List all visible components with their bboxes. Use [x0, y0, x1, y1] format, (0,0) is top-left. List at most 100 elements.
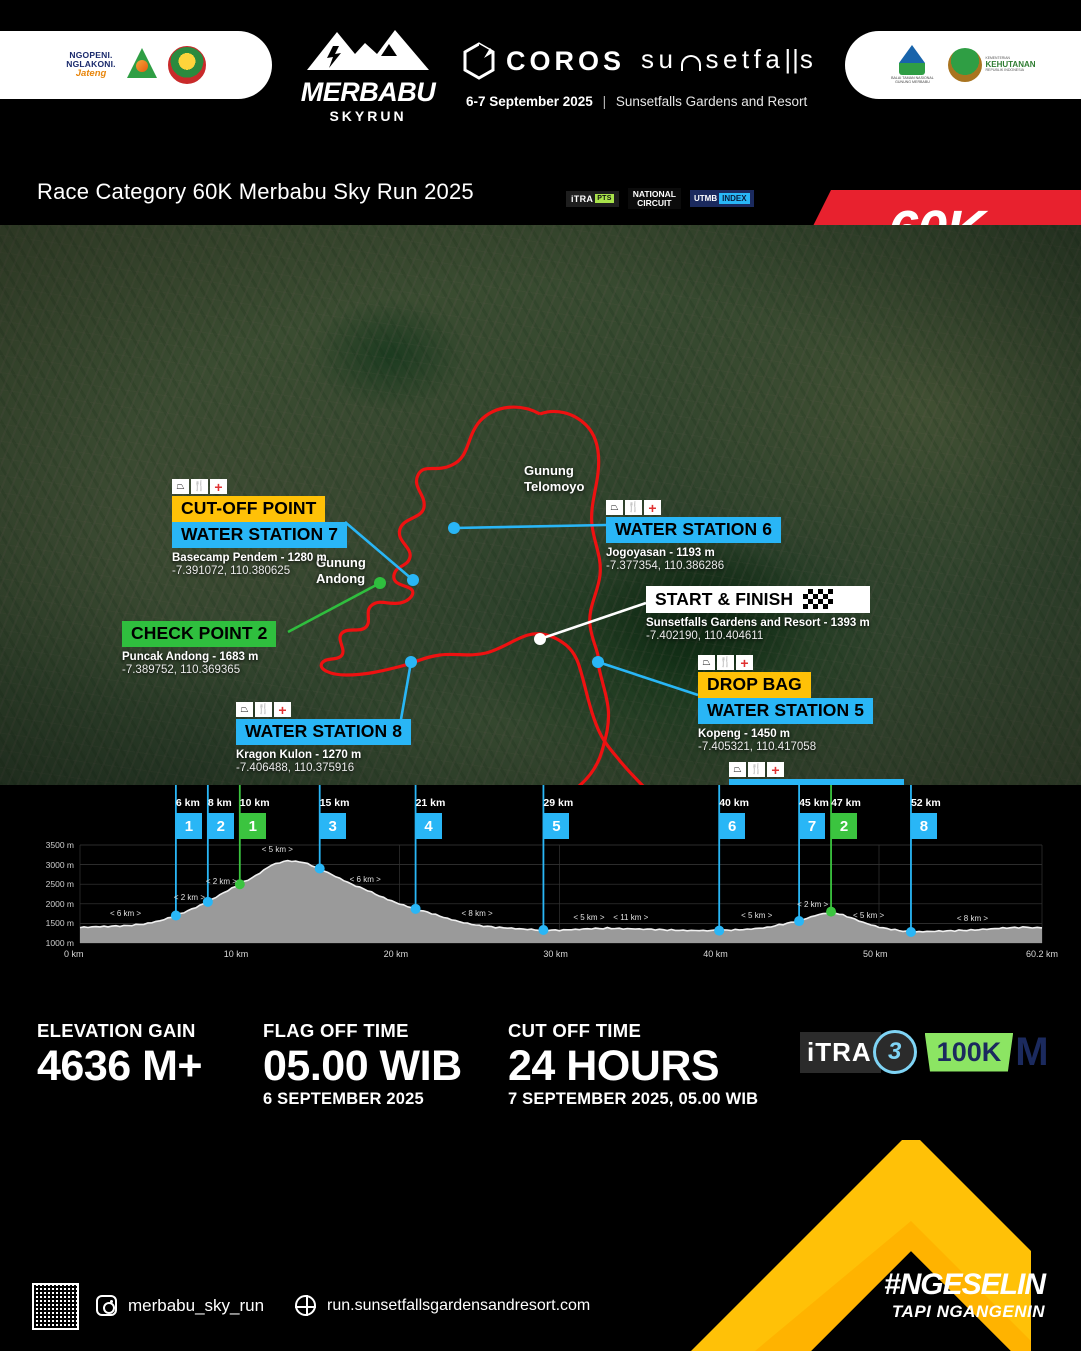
segment-distance-label-5: < 8 km >	[461, 909, 493, 919]
elevation-marker-flag-7[interactable]: 7	[799, 813, 826, 839]
map-point-name-ws6: Jogoyasan - 1193 m	[606, 546, 715, 559]
map-bar-ws8-0: WATER STATION 8	[236, 719, 412, 745]
map-label-ws8: ⏢ 🍴 + WATER STATION 8 Kragon Kulon - 1270 m-…	[236, 702, 412, 774]
marker-dot-3	[314, 863, 325, 874]
map-label-ws5: ⏢ 🍴 + DROP BAG WATER STATION 5 Kopeng - 1450 …	[698, 655, 874, 753]
stat-label-cut-off: CUT OFF TIME	[508, 1020, 642, 1041]
mountain-icon	[307, 30, 429, 70]
y-axis-tick: 2000 m	[45, 898, 74, 909]
medical-icon: +	[644, 500, 661, 515]
balai-caption: BALAI TAMAN NASIONAL GUNUNG MERBABU	[891, 76, 934, 84]
brand-name: MERBABU	[300, 77, 436, 107]
ngopeni-line1: NGOPENI.	[69, 50, 113, 61]
elevation-marker-km-1: 8 km	[207, 797, 232, 809]
sunsetfalls-bars: ||	[784, 44, 800, 74]
checkered-flag-icon	[803, 589, 834, 609]
elevation-marker-flag-0[interactable]: 1	[175, 813, 202, 839]
route-nodes	[374, 522, 604, 668]
map-point-coord-ws5: -7.405321, 110.417058	[698, 740, 817, 753]
food-icon: 🍴	[717, 655, 734, 670]
map-bar-ws5-0: DROP BAG	[698, 672, 811, 698]
y-axis-tick: 2500 m	[45, 879, 74, 890]
medical-icon: +	[767, 762, 784, 777]
map-bar-ws5-1: WATER STATION 5	[698, 697, 874, 724]
elevation-marker-flag-9[interactable]: 8	[910, 813, 937, 839]
map-point-coord-ws8: -7.406488, 110.375916	[236, 761, 355, 774]
map-point-coord-sf: -7.402190, 110.404611	[646, 630, 764, 642]
marker-dot-4	[410, 903, 421, 914]
map-label-ws4: ⏢🍴+WATER STATION 4Pemancar - 2335 m-7.44…	[729, 762, 905, 785]
elevation-marker-flag-5[interactable]: 5	[543, 813, 570, 839]
amenity-icons: ⏢ 🍴 +	[172, 479, 347, 494]
x-axis-tick: 50 km	[863, 949, 888, 959]
stat-label-flag-off: FLAG OFF TIME	[263, 1020, 409, 1041]
utmb-m-mark: M	[1015, 1030, 1049, 1074]
sunsetfalls-mid: setfa	[705, 44, 785, 74]
sunsetfalls-arc-icon	[681, 54, 702, 71]
y-axis-tick: 3500 m	[45, 840, 74, 850]
coros-logo: COROS	[462, 42, 625, 80]
website-url-text: run.sunsetfallsgardensandresort.com	[327, 1296, 591, 1314]
elevation-marker-flag-4[interactable]: 4	[415, 813, 442, 839]
instagram-handle[interactable]: merbabu_sky_run	[96, 1295, 264, 1316]
amenity-icons: ⏢ 🍴 +	[236, 702, 411, 717]
page-title: Race Category 60K Merbabu Sky Run 2025	[37, 179, 474, 204]
y-axis-tick: 3000 m	[45, 859, 74, 870]
elevation-marker-km-2: 10 km	[239, 797, 270, 809]
stat-flag-off-time: FLAG OFF TIME 05.00 WIB 6 SEPTEMBER 2025	[263, 1020, 462, 1109]
map-bar-ws4-0: WATER STATION 4	[729, 779, 905, 785]
elevation-marker-flag-3[interactable]: 3	[319, 813, 346, 839]
qr-code[interactable]	[32, 1283, 79, 1330]
elevation-marker-flag-2[interactable]: 1	[239, 813, 266, 839]
route-path-red-branch	[539, 409, 602, 663]
elevation-svg	[79, 785, 1043, 944]
marker-dot-1	[202, 896, 213, 907]
segment-distance-label-7: < 11 km >	[613, 913, 649, 923]
elevation-marker-flag-6[interactable]: 6	[719, 813, 746, 839]
segment-distance-label-10: < 5 km >	[853, 911, 885, 921]
chevron-graphic	[691, 1140, 1031, 1351]
map-label-ws7: ⏢ 🍴 + CUT-OFF POINT WATER STATION 7 Basecamp …	[172, 479, 348, 577]
elevation-marker-flag-8[interactable]: 2	[831, 813, 858, 839]
elevation-marker-flag-1[interactable]: 2	[207, 813, 234, 839]
ngopeni-nglakoni-logo: NGOPENI. NGLAKONI. Jateng	[66, 51, 116, 79]
coros-wordmark: COROS	[506, 45, 626, 76]
utmb-text: UTMB	[694, 194, 718, 203]
slogan-line2: TAPI NGANGENIN	[891, 1302, 1045, 1321]
itra-wordmark-text: iTRA	[807, 1036, 872, 1067]
elevation-marker-km-8: 47 km	[831, 797, 861, 809]
circuit-text: CIRCUIT	[637, 197, 672, 208]
map-bar-ws7-0: CUT-OFF POINT	[172, 496, 326, 522]
page-footer	[0, 1140, 1081, 1351]
stat-elevation-gain: ELEVATION GAIN 4636 M+	[37, 1020, 203, 1089]
medical-icon: +	[210, 479, 227, 494]
marker-dot-5	[538, 924, 549, 935]
national-circuit-badge: NATIONAL CIRCUIT	[627, 188, 681, 209]
sunsetfalls-logo: su setfa || s	[641, 44, 817, 75]
map-bar-sf-0: START & FINISH	[646, 586, 870, 613]
water-icon: ⏢	[236, 702, 253, 717]
segment-distance-label-9: < 2 km >	[797, 899, 829, 909]
elevation-marker-km-4: 21 km	[415, 797, 446, 809]
utmb-index-text: INDEX	[719, 193, 750, 204]
marker-dot-0	[170, 910, 181, 921]
website-link[interactable]: run.sunsetfallsgardensandresort.com	[295, 1295, 590, 1316]
map-point-name-sf: Sunsetfalls Gardens and Resort - 1393 m	[646, 617, 870, 629]
balai-taman-nasional-logo: BALAI TAMAN NASIONAL GUNUNG MERBABU	[890, 44, 934, 86]
elevation-marker-km-5: 29 km	[543, 797, 574, 809]
itra-badge-text: iTRA	[571, 193, 594, 204]
event-date: 6-7 September 2025	[466, 94, 593, 109]
water-icon: ⏢	[729, 762, 746, 777]
segment-distance-label-2: < 2 km >	[205, 876, 237, 886]
medical-icon: +	[274, 702, 291, 717]
ngopeni-line3: Jateng	[75, 68, 107, 80]
marker-dot-6	[714, 925, 725, 936]
slogan: #NGESELIN TAPI NGANGENIN	[884, 1270, 1046, 1322]
race-stats: ELEVATION GAIN 4636 M+ FLAG OFF TIME 05.…	[0, 1000, 1081, 1140]
food-icon: 🍴	[191, 479, 208, 494]
utmb-index-badge: UTMB INDEX	[690, 190, 754, 207]
peak-label-telomoyo: Gunung Telomoyo	[524, 463, 585, 495]
label-connectors	[287, 521, 699, 726]
